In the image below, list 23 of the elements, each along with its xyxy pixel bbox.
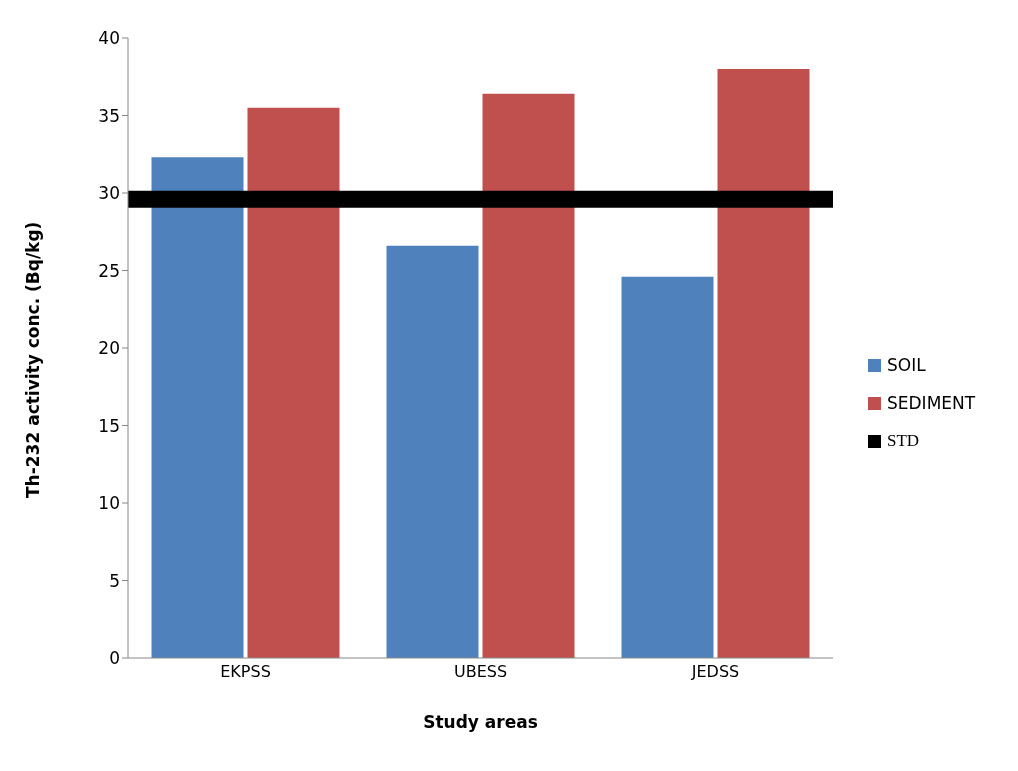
legend-label: SOIL [887,355,926,375]
y-tick-label: 20 [98,338,120,359]
bar [247,107,340,658]
bar [621,276,714,658]
y-tick-label: 0 [109,648,120,669]
legend-label: STD [887,431,920,451]
y-tick-label: 5 [109,570,120,591]
x-tick-label: EKPSS [220,662,271,682]
x-tick-label: UBESS [453,662,508,682]
y-axis-title: Th-232 activity conc. (Bq/kg) [23,221,44,498]
y-tick-label: 25 [98,260,120,281]
y-tick-label: 15 [98,415,120,436]
bar [482,93,575,658]
y-tick-label: 30 [98,183,120,204]
bar [717,69,810,658]
y-tick-label: 40 [98,28,120,49]
x-tick-label: JEDSS [690,662,740,682]
legend-label: SEDIMENT [887,393,976,413]
y-tick-label: 35 [98,105,120,126]
x-axis-title: Study areas [423,712,538,732]
y-tick-label: 10 [98,493,120,514]
bar [386,245,479,658]
bar [151,157,244,658]
